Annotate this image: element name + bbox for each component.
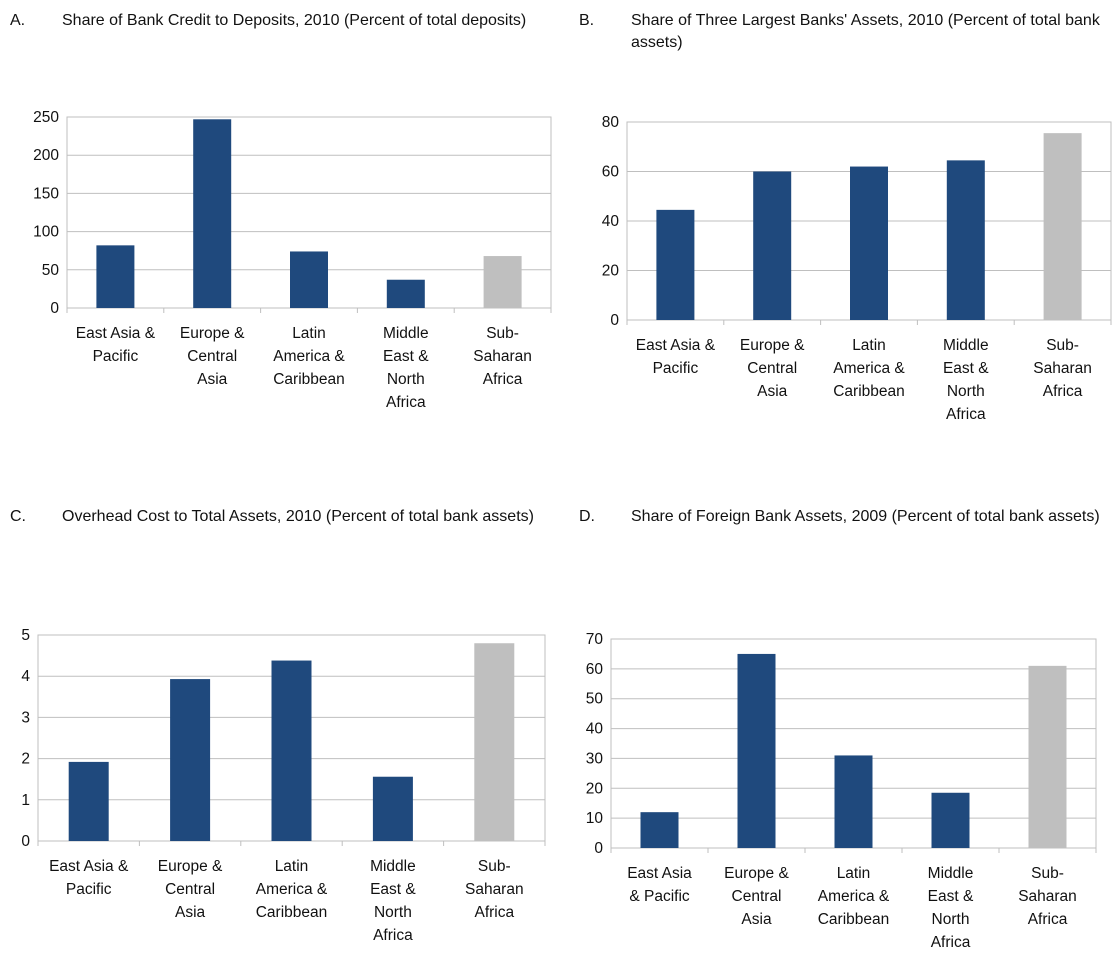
chart-title: Share of Bank Credit to Deposits, 2010 (…	[62, 12, 527, 29]
y-tick-label: 100	[33, 224, 59, 241]
y-tick-label: 20	[586, 780, 604, 797]
x-tick-label: Europe & Central Asia	[180, 325, 245, 388]
y-tick-label: 250	[33, 109, 59, 126]
y-tick-label: 50	[586, 691, 604, 708]
y-tick-label: 0	[610, 312, 619, 329]
bar-4	[386, 279, 425, 308]
x-tick-label: Latin America & Caribbean	[256, 858, 328, 921]
bar-5	[1028, 665, 1067, 848]
chart-panel-a: A. Share of Bank Credit to Deposits, 201…	[10, 10, 552, 430]
y-tick-label: 10	[586, 810, 604, 827]
y-tick-label: 0	[50, 300, 59, 317]
y-tick-label: 2	[21, 751, 30, 768]
x-tick-label: Sub-Saharan Africa	[1033, 337, 1092, 400]
bar-1	[640, 812, 679, 848]
x-tick-label: East Asia & Pacific	[636, 337, 716, 377]
bar-3	[271, 660, 312, 841]
x-tick-label: Middle East & North Africa	[928, 865, 974, 951]
chart-panel-c: C. Overhead Cost to Total Assets, 2010 (…	[10, 506, 550, 956]
y-tick-label: 40	[586, 721, 604, 738]
x-tick-label: Europe & Central Asia	[158, 858, 223, 921]
panel-letter: A.	[10, 12, 26, 29]
x-tick-label: Europe & Central Asia	[724, 865, 789, 928]
y-tick-label: 200	[33, 147, 59, 164]
y-tick-label: 3	[21, 709, 30, 726]
x-tick-label: East Asia & Pacific	[627, 865, 692, 905]
y-tick-label: 60	[602, 164, 620, 181]
x-tick-label: Latin America & Caribbean	[273, 325, 345, 388]
chart-panel-b: B. Share of Three Largest Banks' Assets,…	[579, 10, 1112, 430]
chart-a-svg: 0 50 100 150 200 250 East Asia & Pacific Europe …	[33, 109, 552, 411]
x-tick-label: Latin America & Caribbean	[818, 865, 890, 928]
bar-1	[96, 245, 135, 308]
chart-b-svg: 0 20 40 60 80 East Asia & Pacific Europe & Centr…	[602, 114, 1112, 423]
bar-2	[753, 171, 792, 320]
y-tick-label: 4	[21, 668, 30, 685]
x-tick-label: Middle East & North Africa	[370, 858, 416, 944]
bar-1	[68, 761, 109, 841]
panel-letter: D.	[579, 508, 595, 525]
chart-title: Overhead Cost to Total Assets, 2010 (Per…	[62, 508, 534, 525]
x-tick-label: Middle East & North Africa	[943, 337, 989, 423]
y-tick-label: 0	[21, 833, 30, 850]
y-tick-label: 0	[594, 840, 603, 857]
x-tick-label: Sub-Saharan Africa	[465, 858, 524, 921]
x-tick-label: Middle East & North Africa	[383, 325, 429, 411]
y-tick-label: 80	[602, 114, 620, 131]
bar-4	[372, 776, 413, 841]
x-tick-label: East Asia & Pacific	[49, 858, 129, 898]
y-tick-label: 70	[586, 631, 604, 648]
bar-4	[931, 792, 970, 848]
chart-title: Share of Foreign Bank Assets, 2009 (Perc…	[631, 508, 1100, 525]
y-tick-label: 20	[602, 263, 620, 280]
y-tick-label: 30	[586, 750, 604, 767]
y-tick-label: 1	[21, 792, 30, 809]
bar-3	[834, 755, 873, 848]
chart-c-svg: 0 1 2 3 4 5 East Asia & Pacific Europe & Central A…	[21, 627, 546, 944]
bar-2	[170, 679, 211, 841]
panel-letter: B.	[579, 12, 595, 29]
bar-4	[946, 160, 985, 320]
bar-2	[193, 119, 232, 309]
y-tick-label: 5	[21, 627, 30, 644]
y-tick-label: 60	[586, 661, 604, 678]
bar-3	[850, 166, 888, 320]
bar-3	[290, 251, 328, 308]
bar-1	[656, 209, 695, 320]
x-tick-label: Latin America & Caribbean	[833, 337, 905, 400]
chart-title: Share of Three Largest Banks' Assets, 20…	[631, 12, 1100, 51]
bar-5	[1043, 133, 1082, 320]
y-tick-label: 50	[42, 262, 60, 279]
bar-2	[737, 653, 776, 848]
y-tick-label: 40	[602, 213, 620, 230]
chart-panel-d: D. Share of Foreign Bank Assets, 2009 (P…	[579, 506, 1109, 956]
x-tick-label: Sub-Saharan Africa	[473, 325, 532, 388]
x-tick-label: Europe & Central Asia	[740, 337, 805, 400]
chart-d-svg: 0 10 20 30 40 50 60 70 East Asia & Pacific Europe …	[586, 631, 1097, 951]
x-tick-label: East Asia & Pacific	[76, 325, 156, 365]
y-tick-label: 150	[33, 185, 59, 202]
panel-letter: C.	[10, 508, 26, 525]
bar-5	[474, 643, 515, 841]
x-tick-label: Sub-Saharan Africa	[1018, 865, 1077, 928]
bar-5	[483, 256, 522, 308]
